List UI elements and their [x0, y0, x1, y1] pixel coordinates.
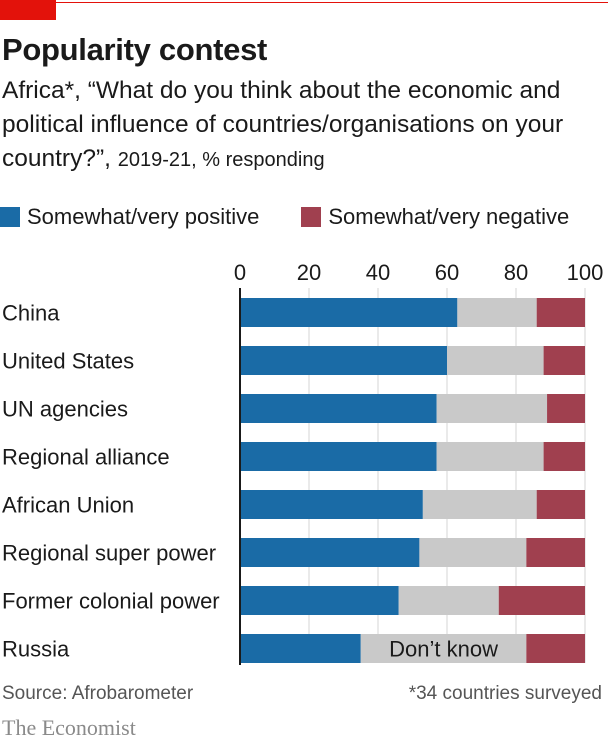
category-label: China: [2, 301, 60, 326]
bar-negative: [526, 538, 585, 567]
bar-dont-know: [419, 538, 527, 567]
category-label: Regional alliance: [2, 445, 170, 470]
x-tick-label: 20: [297, 260, 321, 285]
bar-dont-know: [436, 394, 548, 423]
legend-label-negative: Somewhat/very negative: [328, 204, 570, 229]
bar-dont-know: [422, 490, 537, 519]
x-tick-label: 40: [366, 260, 390, 285]
x-tick-label: 60: [435, 260, 459, 285]
category-label: UN agencies: [2, 397, 128, 422]
bar-negative: [547, 394, 585, 423]
bar-positive: [240, 346, 447, 375]
legend: Somewhat/very positive Somewhat/very neg…: [0, 204, 569, 230]
bar-positive: [240, 490, 423, 519]
legend-item-negative: Somewhat/very negative: [301, 204, 569, 230]
bar-negative: [543, 442, 585, 471]
publisher-logo: The Economist: [2, 715, 136, 740]
bar-dont-know: [436, 442, 544, 471]
dont-know-annotation: Don’t know: [389, 637, 498, 662]
bar-positive: [240, 538, 420, 567]
subtitle-tail: 2019-21, % responding: [117, 149, 325, 171]
bar-positive: [240, 394, 437, 423]
category-label: Former colonial power: [2, 589, 220, 614]
bar-dont-know: [398, 586, 499, 615]
legend-item-positive: Somewhat/very positive: [0, 204, 259, 230]
bar-positive: [240, 298, 458, 327]
legend-label-positive: Somewhat/very positive: [27, 204, 260, 229]
bar-dont-know: [447, 346, 544, 375]
legend-swatch-positive: [0, 207, 20, 227]
stacked-bar-chart: 0 20 40 60 80 100 China United States UN agencie…: [2, 260, 604, 665]
x-tick-label: 100: [567, 260, 604, 285]
bar-dont-know: [360, 634, 527, 663]
bar-positive: [240, 442, 437, 471]
category-label: Russia: [2, 637, 70, 662]
chart-title: Popularity contest: [2, 32, 268, 67]
category-label: African Union: [2, 493, 134, 518]
x-tick-label: 0: [234, 260, 246, 285]
category-label: Regional super power: [2, 541, 216, 566]
chart-subtitle: Africa*, “What do you think about the ec…: [2, 74, 602, 177]
bar-positive: [240, 586, 399, 615]
source-note: Source: Afrobarometer: [2, 683, 194, 704]
x-tick-label: 80: [504, 260, 528, 285]
bar-positive: [240, 634, 361, 663]
footnote: *34 countries surveyed: [408, 683, 602, 704]
bar-negative: [543, 346, 585, 375]
brand-red-tag: [0, 0, 56, 20]
category-label: United States: [2, 349, 134, 374]
legend-swatch-negative: [301, 207, 322, 227]
bar-dont-know: [457, 298, 537, 327]
bar-negative: [498, 586, 585, 615]
bar-negative: [526, 634, 585, 663]
bar-negative: [536, 298, 585, 327]
subtitle-main: Africa*, “What do you think about the ec…: [2, 77, 564, 172]
bar-negative: [536, 490, 585, 519]
top-rule: [56, 2, 608, 3]
